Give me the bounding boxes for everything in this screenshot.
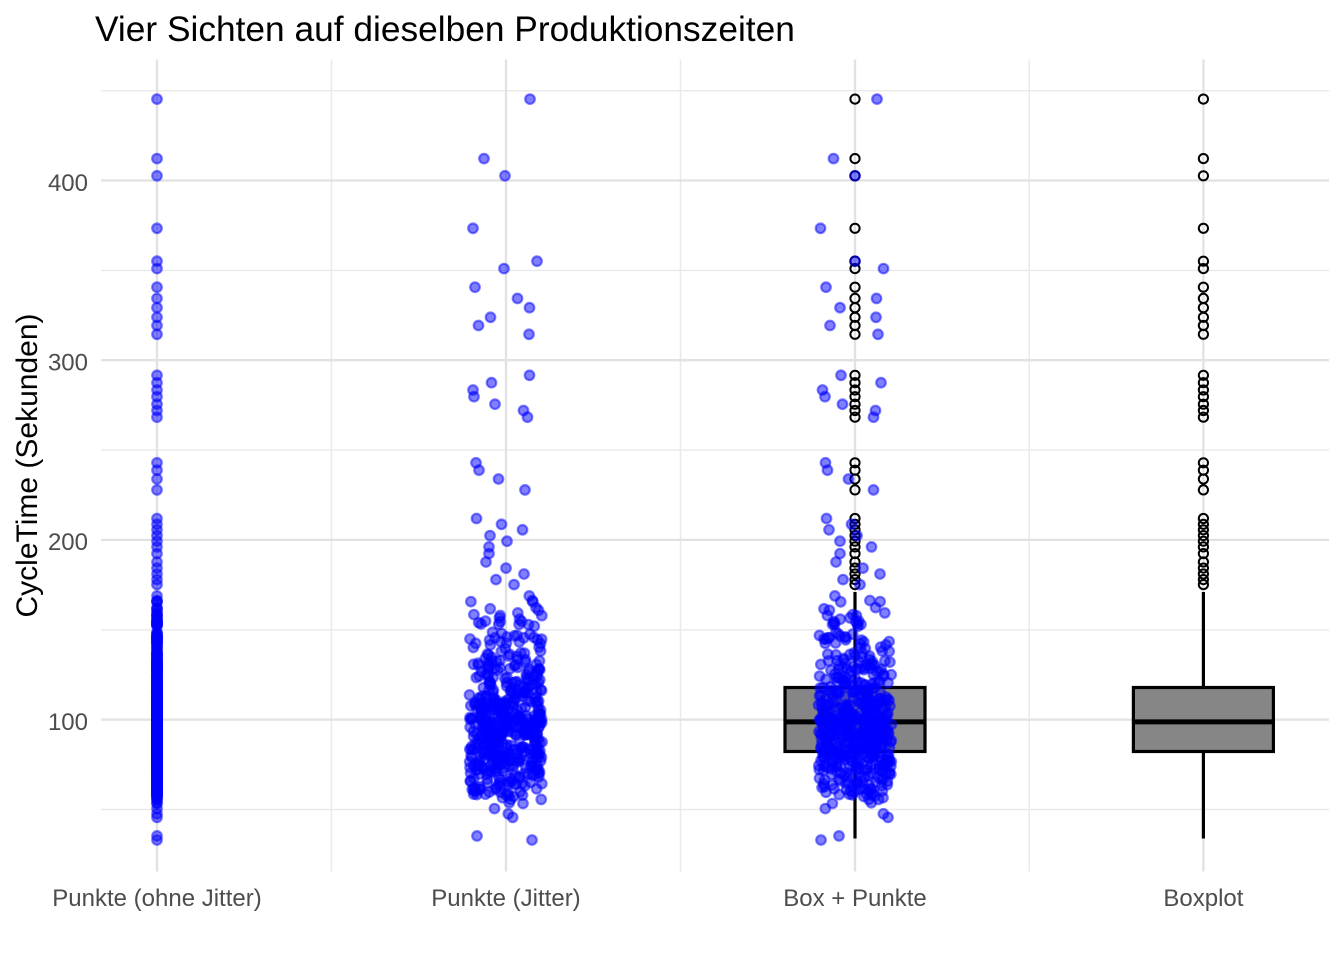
svg-text:CycleTime (Sekunden): CycleTime (Sekunden) xyxy=(11,314,44,618)
svg-text:Vier Sichten auf dieselben Pro: Vier Sichten auf dieselben Produktionsze… xyxy=(95,10,795,49)
svg-text:100: 100 xyxy=(48,709,88,736)
svg-text:Punkte (ohne Jitter): Punkte (ohne Jitter) xyxy=(52,885,261,912)
svg-text:Boxplot: Boxplot xyxy=(1163,885,1243,912)
svg-text:400: 400 xyxy=(48,170,88,197)
svg-text:Punkte (Jitter): Punkte (Jitter) xyxy=(431,885,580,912)
svg-text:200: 200 xyxy=(48,529,88,556)
svg-text:300: 300 xyxy=(48,350,88,377)
svg-text:Box + Punkte: Box + Punkte xyxy=(783,885,926,912)
